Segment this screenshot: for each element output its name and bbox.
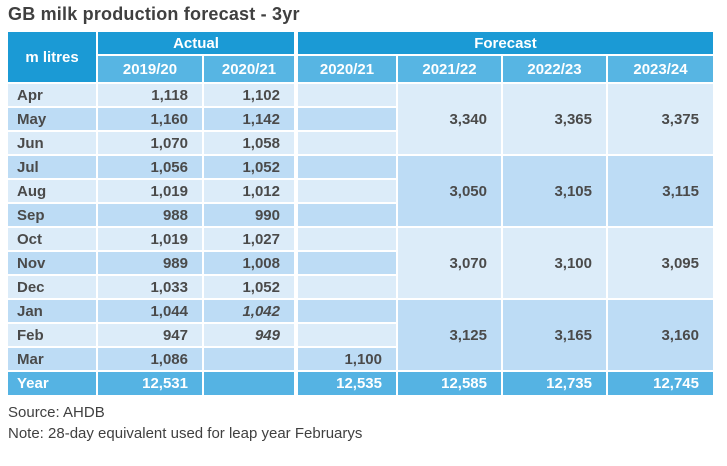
page-title: GB milk production forecast - 3yr <box>8 4 300 24</box>
actual-2020-21-cell: 1,027 <box>204 228 294 250</box>
actual-2019-20-cell: 1,118 <box>98 84 202 106</box>
forecast-2020-21-cell <box>296 276 396 298</box>
year-total-forecast-2020-21: 12,535 <box>296 372 396 395</box>
actual-2019-20-cell: 1,044 <box>98 300 202 322</box>
table-row-sep: Sep 988 990 <box>8 204 713 226</box>
month-label: May <box>8 108 96 130</box>
actual-2020-21-cell-provisional: 949 <box>204 324 294 346</box>
forecast-2021-22-q1-cell: 3,340 <box>398 84 501 154</box>
column-header-actual-2020-21: 2020/21 <box>204 56 294 82</box>
forecast-2020-21-cell: 1,100 <box>296 348 396 370</box>
table-row-may: May 1,160 1,142 <box>8 108 713 130</box>
month-label: Feb <box>8 324 96 346</box>
month-label: Apr <box>8 84 96 106</box>
table-row-oct: Oct 1,019 1,027 3,070 3,100 3,095 <box>8 228 713 298</box>
forecast-2023-24-q1-cell: 3,375 <box>608 84 713 154</box>
year-total-label: Year <box>8 372 96 395</box>
forecast-2021-22-q4-cell: 3,125 <box>398 300 501 370</box>
actual-2020-21-cell: 1,102 <box>204 84 294 106</box>
forecast-2023-24-q2-cell: 3,115 <box>608 156 713 226</box>
actual-2019-20-cell: 1,070 <box>98 132 202 154</box>
year-total-forecast-2022-23: 12,735 <box>503 372 606 395</box>
actual-2020-21-cell-provisional: 1,042 <box>204 300 294 322</box>
unit-label: m litres <box>8 32 96 82</box>
month-label: Nov <box>8 252 96 274</box>
table-row-year-total: Year 12,531 12,535 12,585 12,735 12,745 <box>8 372 713 395</box>
footer: Source: AHDB Note: 28-day equivalent use… <box>8 402 727 444</box>
month-label: Jun <box>8 132 96 154</box>
forecast-2021-22-q2-cell: 3,050 <box>398 156 501 226</box>
month-label: Mar <box>8 348 96 370</box>
actual-2019-20-cell: 1,033 <box>98 276 202 298</box>
actual-2020-21-cell: 1,142 <box>204 108 294 130</box>
forecast-2022-23-q4-cell: 3,165 <box>503 300 606 370</box>
actual-2019-20-cell: 1,056 <box>98 156 202 178</box>
actual-2019-20-cell: 1,086 <box>98 348 202 370</box>
forecast-2022-23-q3-cell: 3,100 <box>503 228 606 298</box>
actual-2020-21-cell: 1,058 <box>204 132 294 154</box>
month-label: Dec <box>8 276 96 298</box>
table-row-jul: Jul 1,056 1,052 3,050 3,105 3,115 <box>8 156 713 226</box>
actual-2020-21-cell: 1,052 <box>204 276 294 298</box>
forecast-2020-21-cell <box>296 84 396 106</box>
actual-2019-20-cell: 1,019 <box>98 228 202 250</box>
column-header-actual-2019-20: 2019/20 <box>98 56 202 82</box>
table-row-nov: Nov 989 1,008 <box>8 252 713 274</box>
column-header-forecast-2022-23: 2022/23 <box>503 56 606 82</box>
year-total-forecast-2023-24: 12,745 <box>608 372 713 395</box>
forecast-2023-24-q4-cell: 3,160 <box>608 300 713 370</box>
forecast-2022-23-q1-cell: 3,365 <box>503 84 606 154</box>
year-total-actual-2019-20: 12,531 <box>98 372 202 395</box>
source-text: Source: AHDB <box>8 404 105 421</box>
actual-2019-20-cell: 988 <box>98 204 202 226</box>
column-header-forecast-2021-22: 2021/22 <box>398 56 501 82</box>
forecast-2020-21-cell <box>296 252 396 274</box>
actual-2019-20-cell: 989 <box>98 252 202 274</box>
forecast-2022-23-q2-cell: 3,105 <box>503 156 606 226</box>
forecast-2023-24-q3-cell: 3,095 <box>608 228 713 298</box>
forecast-2020-21-cell <box>296 132 396 154</box>
table-row-mar: Mar 1,086 1,100 <box>8 348 713 370</box>
forecast-2020-21-cell <box>296 180 396 202</box>
forecast-2020-21-cell <box>296 228 396 250</box>
month-label: Oct <box>8 228 96 250</box>
actual-2019-20-cell: 1,160 <box>98 108 202 130</box>
table-row-jan: Jan 1,044 1,042 3,125 3,165 3,160 <box>8 300 713 370</box>
forecast-2020-21-cell <box>296 156 396 178</box>
actual-2020-21-cell: 1,008 <box>204 252 294 274</box>
column-header-forecast-2020-21: 2020/21 <box>296 56 396 82</box>
month-label: Jul <box>8 156 96 178</box>
column-header-forecast-2023-24: 2023/24 <box>608 56 713 82</box>
month-label: Jan <box>8 300 96 322</box>
month-label: Sep <box>8 204 96 226</box>
table-row-jun: Jun 1,070 1,058 <box>8 132 713 154</box>
actual-2019-20-cell: 1,019 <box>98 180 202 202</box>
actual-2019-20-cell: 947 <box>98 324 202 346</box>
forecast-2020-21-cell <box>296 108 396 130</box>
actual-2020-21-cell: 990 <box>204 204 294 226</box>
table-row-feb: Feb 947 949 <box>8 324 713 346</box>
section-header-actual: Actual <box>98 32 294 54</box>
year-total-actual-2020-21 <box>204 372 294 395</box>
forecast-2021-22-q3-cell: 3,070 <box>398 228 501 298</box>
actual-2020-21-cell <box>204 348 294 370</box>
year-total-forecast-2021-22: 12,585 <box>398 372 501 395</box>
table-row-aug: Aug 1,019 1,012 <box>8 180 713 202</box>
actual-2020-21-cell: 1,012 <box>204 180 294 202</box>
forecast-2020-21-cell <box>296 204 396 226</box>
month-label: Aug <box>8 180 96 202</box>
forecast-2020-21-cell <box>296 324 396 346</box>
milk-production-table: m litres Actual Forecast 2019/20 2020/21… <box>6 30 715 397</box>
table-row-dec: Dec 1,033 1,052 <box>8 276 713 298</box>
forecast-2020-21-cell <box>296 300 396 322</box>
leap-year-note: Note: 28-day equivalent used for leap ye… <box>8 425 363 442</box>
table-row-apr: Apr 1,118 1,102 3,340 3,365 3,375 <box>8 84 713 154</box>
section-header-forecast: Forecast <box>296 32 713 54</box>
actual-2020-21-cell: 1,052 <box>204 156 294 178</box>
